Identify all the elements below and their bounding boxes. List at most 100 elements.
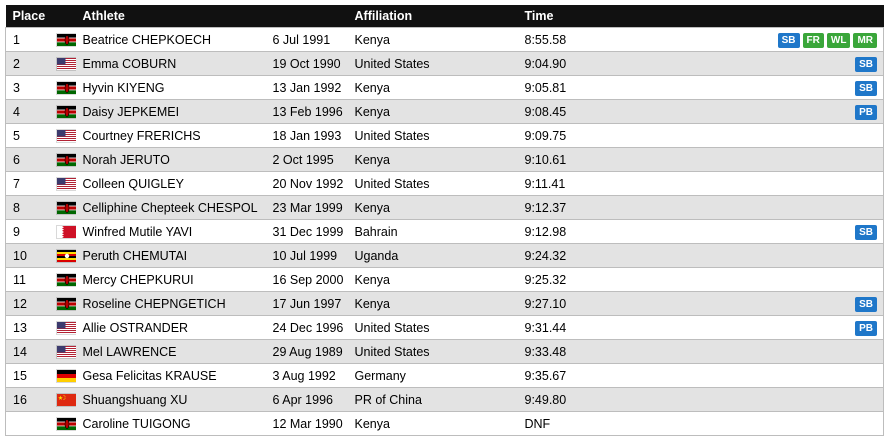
table-row[interactable]: 16 Shuangshuang XU 6 Apr 1996 PR of China 9:… [5,387,884,412]
records-cell [617,411,884,436]
affiliation-cell: Uganda [347,243,518,268]
time-cell: DNF [517,411,618,436]
place-cell: 6 [5,147,50,172]
place-header[interactable]: Place [5,5,50,28]
results-body: 1 Beatrice CHEPKOECH 6 Jul 1991 Kenya 8:55.5… [5,27,884,436]
records-cell: SB [617,75,884,100]
record-badge: SB [777,32,800,48]
table-row[interactable]: 11 Mercy CHEPKURUI 16 Sep 2000 Kenya 9:25.32 [5,267,884,292]
athlete-name-link[interactable]: Mercy CHEPKURUI [75,267,266,292]
table-row[interactable]: 15 Gesa Felicitas KRAUSE 3 Aug 1992 Germany… [5,363,884,388]
affiliation-cell: Kenya [347,99,518,124]
table-row[interactable]: 14 Mel LAWRENCE 29 Aug 1989 United States 9:… [5,339,884,364]
table-row[interactable]: 7 Colleen QUIGLEY 20 Nov 1992 United States… [5,171,884,196]
table-row[interactable]: 12 Roseline CHEPNGETICH 17 Jun 1997 Kenya 9:… [5,291,884,316]
place-cell: 16 [5,387,50,412]
place-cell: 13 [5,315,50,340]
athlete-name-link[interactable]: Colleen QUIGLEY [75,171,266,196]
flag-cell [49,123,76,148]
time-cell: 9:24.32 [517,243,618,268]
athlete-name-link[interactable]: Daisy JEPKEMEI [75,99,266,124]
flag-cell [49,51,76,76]
place-cell: 14 [5,339,50,364]
athlete-name-link[interactable]: Caroline TUIGONG [75,411,266,436]
table-row[interactable]: 10 Peruth CHEMUTAI 10 Jul 1999 Uganda 9:24.3… [5,243,884,268]
records-cell: SB [617,291,884,316]
time-cell: 9:25.32 [517,267,618,292]
athlete-name-link[interactable]: Norah JERUTO [75,147,266,172]
flag-cell [49,291,76,316]
flag-cell [49,75,76,100]
usa-flag-icon [56,130,76,143]
affiliation-header[interactable]: Affiliation [347,5,518,28]
table-row[interactable]: 6 Norah JERUTO 2 Oct 1995 Kenya 9:10.61 [5,147,884,172]
athlete-header[interactable]: Athlete [75,5,266,28]
affiliation-cell: United States [347,171,518,196]
usa-flag-icon [56,346,76,359]
records-cell [617,363,884,388]
time-header[interactable]: Time [517,5,618,28]
affiliation-cell: United States [347,315,518,340]
time-cell: 9:08.45 [517,99,618,124]
record-badge: PB [855,320,877,336]
records-cell [617,171,884,196]
table-row[interactable]: 5 Courtney FRERICHS 18 Jan 1993 United Stat… [5,123,884,148]
affiliation-cell: United States [347,51,518,76]
flag-cell [49,171,76,196]
athlete-name-link[interactable]: Shuangshuang XU [75,387,266,412]
athlete-name-link[interactable]: Allie OSTRANDER [75,315,266,340]
kenya-flag-icon [56,154,76,167]
time-cell: 9:31.44 [517,315,618,340]
records-cell: PB [617,99,884,124]
affiliation-cell: Germany [347,363,518,388]
records-cell: PB [617,315,884,340]
athlete-name-link[interactable]: Emma COBURN [75,51,266,76]
table-row[interactable]: Caroline TUIGONG 12 Mar 1990 Kenya DNF [5,411,884,436]
record-badge: SB [855,80,877,96]
records-cell [617,147,884,172]
record-badge: SB [855,296,877,312]
record-badge: PB [855,104,877,120]
dob-cell: 6 Jul 1991 [265,27,348,52]
place-cell: 5 [5,123,50,148]
affiliation-cell: PR of China [347,387,518,412]
place-cell: 9 [5,219,50,244]
table-row[interactable]: 13 Allie OSTRANDER 24 Dec 1996 United State… [5,315,884,340]
athlete-name-link[interactable]: Beatrice CHEPKOECH [75,27,266,52]
dob-cell: 31 Dec 1999 [265,219,348,244]
flag-cell [49,387,76,412]
athlete-name-link[interactable]: Celliphine Chepteek CHESPOL [75,195,266,220]
athlete-name-link[interactable]: Winfred Mutile YAVI [75,219,266,244]
table-row[interactable]: 3 Hyvin KIYENG 13 Jan 1992 Kenya 9:05.81 SB [5,75,884,100]
flag-cell [49,27,76,52]
records-header [617,5,884,28]
table-row[interactable]: 9 Winfred Mutile YAVI 31 Dec 1999 Bahrain 9:… [5,219,884,244]
dob-cell: 10 Jul 1999 [265,243,348,268]
table-row[interactable]: 2 Emma COBURN 19 Oct 1990 United States 9:04… [5,51,884,76]
records-cell [617,267,884,292]
time-cell: 9:09.75 [517,123,618,148]
dob-cell: 20 Nov 1992 [265,171,348,196]
place-cell: 4 [5,99,50,124]
athlete-name-link[interactable]: Gesa Felicitas KRAUSE [75,363,266,388]
affiliation-cell: Kenya [347,411,518,436]
affiliation-cell: Kenya [347,195,518,220]
place-cell: 7 [5,171,50,196]
dob-cell: 6 Apr 1996 [265,387,348,412]
kenya-flag-icon [56,106,76,119]
time-cell: 9:04.90 [517,51,618,76]
place-cell: 1 [5,27,50,52]
table-row[interactable]: 1 Beatrice CHEPKOECH 6 Jul 1991 Kenya 8:55.5… [5,27,884,52]
germany-flag-icon [56,370,76,383]
athlete-name-link[interactable]: Roseline CHEPNGETICH [75,291,266,316]
records-cell [617,387,884,412]
dob-header [265,5,348,28]
athlete-name-link[interactable]: Hyvin KIYENG [75,75,266,100]
table-row[interactable]: 4 Daisy JEPKEMEI 13 Feb 1996 Kenya 9:08.45 PB [5,99,884,124]
athlete-name-link[interactable]: Courtney FRERICHS [75,123,266,148]
kenya-flag-icon [56,274,76,287]
athlete-name-link[interactable]: Peruth CHEMUTAI [75,243,266,268]
athlete-name-link[interactable]: Mel LAWRENCE [75,339,266,364]
table-row[interactable]: 8 Celliphine Chepteek CHESPOL 23 Mar 1999 K… [5,195,884,220]
usa-flag-icon [56,322,76,335]
